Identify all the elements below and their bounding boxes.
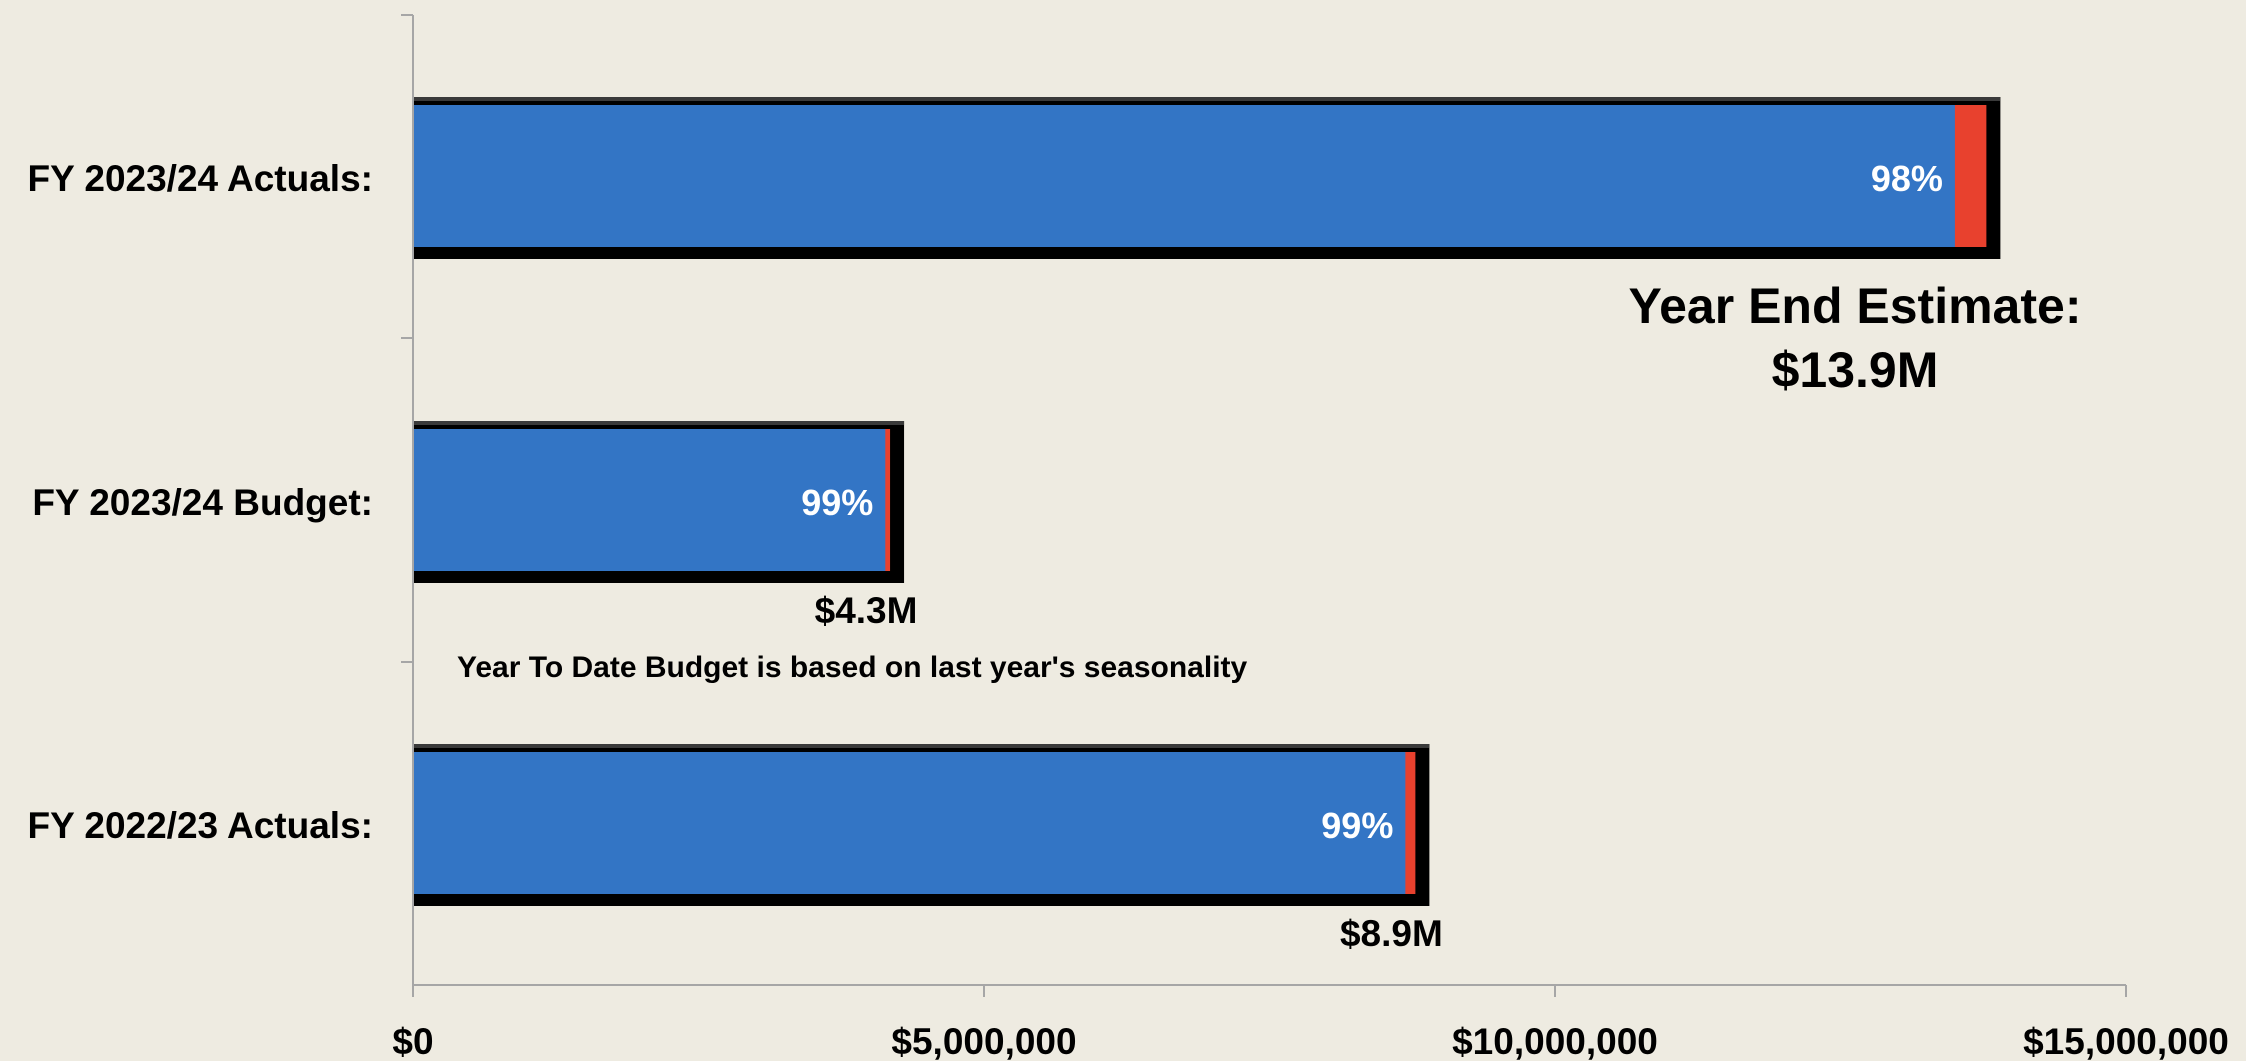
bar-frame-highlight xyxy=(413,744,1430,748)
bar-frame-highlight xyxy=(413,421,905,425)
percent-data-label: 99% xyxy=(801,482,873,523)
x-axis-tick-label: $5,000,000 xyxy=(891,1021,1076,1061)
percent-data-label: 99% xyxy=(1321,805,1393,846)
budget-seasonality-note: Year To Date Budget is based on last yea… xyxy=(457,651,1248,684)
year-end-estimate-value: $13.9M xyxy=(1772,342,1939,398)
bar-achieved-segment xyxy=(413,429,886,571)
total-data-label: $4.3M xyxy=(815,590,918,631)
category-label: FY 2023/24 Actuals: xyxy=(27,158,373,199)
category-label: FY 2023/24 Budget: xyxy=(32,482,373,523)
x-axis-tick-label: $10,000,000 xyxy=(1452,1021,1658,1061)
x-axis-tick-label: $0 xyxy=(392,1021,433,1061)
bar-frame-highlight xyxy=(413,97,2001,101)
bar-achieved-segment xyxy=(413,752,1406,894)
percent-data-label: 98% xyxy=(1871,158,1943,199)
bar-achieved-segment xyxy=(413,105,1955,247)
year-end-estimate-label: Year End Estimate: xyxy=(1629,278,2082,334)
category-label: FY 2022/23 Actuals: xyxy=(27,805,373,846)
total-data-label: $8.9M xyxy=(1340,913,1443,954)
x-axis-tick-label: $15,000,000 xyxy=(2023,1021,2229,1061)
